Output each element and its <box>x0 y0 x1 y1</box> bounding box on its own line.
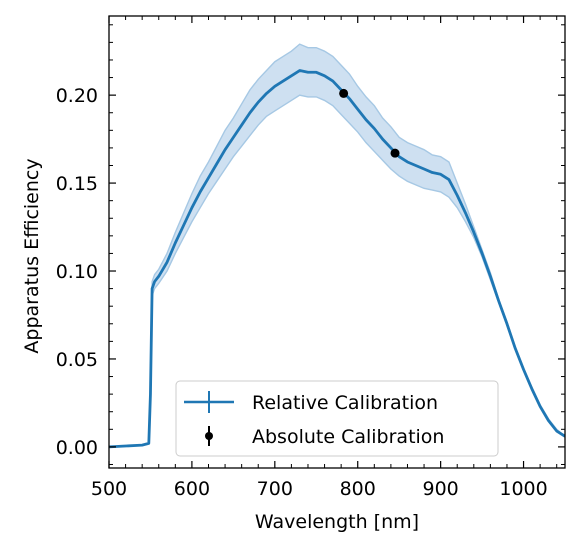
y-tick-label: 0.00 <box>56 437 98 459</box>
x-tick-label: 1000 <box>499 478 547 500</box>
x-tick-label: 500 <box>91 478 127 500</box>
uncertainty-band <box>109 44 565 447</box>
y-axis-label: Apparatus Efficiency <box>21 158 43 353</box>
legend-label-relative: Relative Calibration <box>252 392 438 414</box>
plot-clip-group <box>109 43 565 449</box>
legend-swatch-point <box>205 432 213 440</box>
y-tick-label: 0.05 <box>56 349 98 371</box>
axis-ticks: 500 600 700 800 900 1000 0.00 0.05 0.10 0.15 0.20 <box>56 16 565 500</box>
legend-label-absolute: Absolute Calibration <box>252 426 444 448</box>
y-tick-label: 0.15 <box>56 173 98 195</box>
legend-entry-relative: Relative Calibration <box>184 391 438 414</box>
legend-box <box>175 380 499 457</box>
x-tick-label: 800 <box>340 478 376 500</box>
series-relative-calibration-line <box>109 69 565 449</box>
legend-entry-absolute: Absolute Calibration <box>205 426 444 448</box>
legend: Relative Calibration Absolute Calibratio… <box>175 380 499 457</box>
x-tick-label: 900 <box>423 478 459 500</box>
axes-frame <box>108 15 566 469</box>
y-tick-label: 0.20 <box>56 85 98 107</box>
x-tick-label: 600 <box>174 478 210 500</box>
absolute-point-0 <box>339 88 349 98</box>
x-tick-label: 700 <box>257 478 293 500</box>
absolute-point-1 <box>390 148 400 158</box>
y-tick-label: 0.10 <box>56 261 98 283</box>
plot-area <box>109 43 565 449</box>
x-axis-label: Wavelength [nm] <box>255 511 419 533</box>
